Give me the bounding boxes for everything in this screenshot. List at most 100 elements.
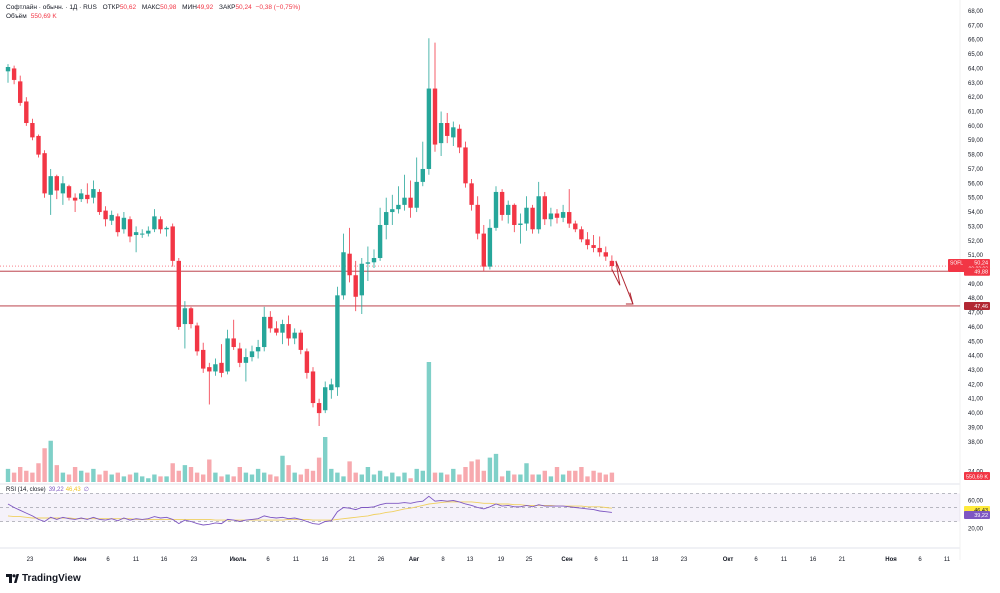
candle-body bbox=[603, 252, 608, 257]
volume-bar bbox=[280, 455, 285, 482]
volume-bar bbox=[518, 474, 523, 482]
candle-body bbox=[79, 193, 84, 200]
chart-header: Софтлайн · обычн. · 1Д · RUS ОТКР50,62 М… bbox=[6, 3, 300, 12]
price-tick: 67,00 bbox=[968, 23, 984, 29]
candle-body bbox=[249, 351, 255, 358]
candle-body bbox=[127, 219, 133, 237]
candle-body bbox=[280, 324, 285, 333]
candle-body bbox=[396, 204, 401, 210]
volume-label[interactable]: Объём bbox=[6, 13, 27, 20]
volume-bar bbox=[304, 468, 310, 482]
candle-body bbox=[457, 128, 462, 148]
candle-body bbox=[225, 338, 230, 372]
price-tick: 45,00 bbox=[968, 339, 984, 345]
candle-body bbox=[408, 197, 413, 208]
price-tick: 54,00 bbox=[968, 210, 984, 216]
candle-body bbox=[66, 186, 72, 198]
volume-bar bbox=[207, 459, 212, 482]
candle-body bbox=[133, 232, 139, 236]
rsi-label[interactable]: RSI (14, close) bbox=[6, 487, 46, 493]
candle-body bbox=[176, 260, 181, 327]
price-tick: 55,00 bbox=[968, 196, 984, 202]
volume-bar bbox=[188, 467, 194, 482]
close-label: ЗАКР bbox=[219, 4, 236, 11]
tradingview-logo[interactable]: TradingView bbox=[6, 573, 81, 584]
candle-body bbox=[542, 196, 547, 220]
volume-bar bbox=[335, 472, 340, 482]
x-axis-label: 6 bbox=[266, 557, 270, 563]
volume-bar bbox=[390, 472, 395, 482]
x-axis-label: 18 bbox=[652, 557, 659, 563]
price-tick: 51,00 bbox=[968, 253, 984, 259]
volume-bar bbox=[347, 461, 352, 482]
candle-body bbox=[597, 247, 602, 253]
x-axis-label: 11 bbox=[293, 557, 300, 563]
x-axis-label: 8 bbox=[441, 557, 445, 563]
low-label: МИН bbox=[182, 4, 197, 11]
volume-bar bbox=[140, 476, 145, 482]
candle-body bbox=[487, 227, 493, 267]
volume-bar bbox=[548, 476, 554, 482]
candle-body bbox=[292, 332, 297, 339]
x-axis-label: 11 bbox=[622, 557, 629, 563]
candle-body bbox=[518, 223, 523, 225]
candle-body bbox=[85, 194, 90, 200]
x-axis-label: 19 bbox=[498, 557, 505, 563]
candle-body bbox=[335, 295, 340, 388]
volume-bar bbox=[377, 470, 383, 482]
symbol-title[interactable]: Софтлайн · обычн. · 1Д · RUS bbox=[6, 4, 97, 11]
volume-bar bbox=[213, 472, 218, 482]
volume-bar bbox=[493, 453, 499, 482]
volume-bar bbox=[530, 474, 535, 482]
price-tick: 46,00 bbox=[968, 325, 984, 331]
volume-bar bbox=[292, 472, 297, 482]
candle-body bbox=[475, 204, 480, 234]
x-axis-label: 16 bbox=[322, 557, 329, 563]
candle-body bbox=[530, 207, 535, 230]
candle-body bbox=[97, 191, 102, 213]
candle-body bbox=[579, 229, 584, 240]
price-tick: 52,00 bbox=[968, 239, 984, 245]
price-tick: 61,00 bbox=[968, 110, 984, 116]
candle-body bbox=[609, 260, 615, 267]
candle-body bbox=[60, 183, 66, 194]
candle-body bbox=[512, 204, 517, 225]
volume-bar bbox=[487, 457, 493, 482]
forecast-arrow bbox=[611, 260, 634, 305]
candle-body bbox=[365, 262, 371, 264]
price-tick: 60,00 bbox=[968, 124, 984, 130]
price-tick: 43,00 bbox=[968, 368, 984, 374]
volume-bar bbox=[30, 472, 35, 482]
volume-bar bbox=[463, 467, 468, 482]
rsi-tick: 60,00 bbox=[968, 499, 984, 505]
candle-body bbox=[231, 338, 236, 348]
line2-label: 47,46 bbox=[974, 304, 988, 310]
volume-bar bbox=[426, 362, 432, 482]
volume-bar bbox=[60, 472, 66, 482]
volume-bar bbox=[18, 467, 23, 482]
x-axis-label: Сен bbox=[561, 557, 573, 563]
volume-bar bbox=[66, 474, 72, 482]
price-tick: 44,00 bbox=[968, 354, 984, 360]
candle-body bbox=[463, 147, 468, 184]
x-axis-label: Авг bbox=[409, 557, 420, 563]
candle-body bbox=[524, 207, 529, 224]
candle-body bbox=[188, 308, 194, 325]
rsi-line bbox=[7, 495, 612, 526]
price-tick: 68,00 bbox=[968, 9, 984, 15]
price-tick: 41,00 bbox=[968, 397, 984, 403]
volume-bar bbox=[329, 468, 334, 482]
volume-bar bbox=[341, 476, 346, 482]
candle-body bbox=[298, 332, 303, 350]
volume-bar bbox=[237, 467, 242, 482]
candle-body bbox=[42, 153, 47, 194]
candle-body bbox=[323, 387, 328, 411]
candle-body bbox=[469, 183, 474, 205]
rsi-legend-extra: ∅ bbox=[83, 487, 89, 493]
volume-bar bbox=[48, 440, 53, 482]
volume-bar bbox=[249, 474, 255, 482]
candle-body bbox=[359, 263, 364, 296]
volume-bar bbox=[591, 470, 596, 482]
candle-body bbox=[103, 210, 108, 220]
